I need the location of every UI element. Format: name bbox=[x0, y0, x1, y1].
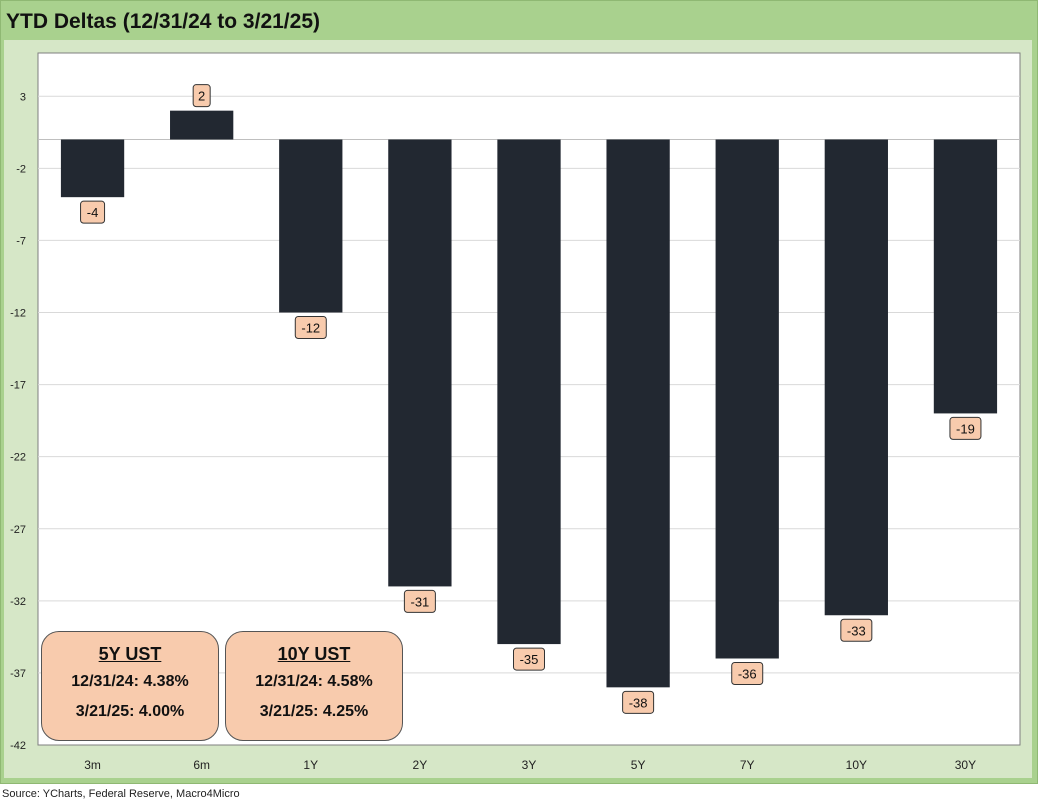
data-label: -31 bbox=[410, 594, 429, 609]
source-note: Source: YCharts, Federal Reserve, Macro4… bbox=[2, 788, 240, 800]
bar-5Y bbox=[606, 139, 670, 688]
bar-2Y bbox=[388, 139, 452, 587]
x-tick-label: 3m bbox=[84, 758, 101, 772]
bar-30Y bbox=[933, 139, 998, 414]
y-tick-label: -32 bbox=[10, 596, 26, 608]
data-label-box bbox=[403, 589, 436, 613]
y-tick-label: -2 bbox=[16, 163, 26, 175]
data-label-box bbox=[622, 690, 655, 714]
data-label-box bbox=[80, 200, 106, 224]
y-tick-label: -12 bbox=[10, 308, 26, 320]
bar-1Y bbox=[279, 139, 343, 313]
x-tick-label: 2Y bbox=[413, 758, 428, 772]
data-label-box bbox=[840, 618, 873, 642]
bar-3m bbox=[60, 139, 125, 198]
chart-svg: 3-2-7-12-17-22-27-32-37-42 3m 6m 1Y 2Y 3Y 5Y 7… bbox=[10, 52, 1021, 772]
data-label: -12 bbox=[301, 321, 320, 336]
data-label-box bbox=[192, 84, 211, 108]
info-box-5y-start: 12/31/24: 4.38% bbox=[71, 673, 189, 690]
data-label: -4 bbox=[87, 205, 99, 220]
bars bbox=[60, 110, 998, 688]
info-box-10y: 10Y UST 12/31/24: 4.58% 3/21/25: 4.25% bbox=[225, 631, 403, 741]
info-box-10y-end: 3/21/25: 4.25% bbox=[259, 703, 369, 720]
data-label: 2 bbox=[198, 89, 205, 104]
y-axis-ticks: 3 -2 -7 -12 -17 -22 -27 -32 -37 -42 bbox=[10, 91, 26, 752]
x-tick-label: 6m bbox=[193, 758, 210, 772]
data-label-box bbox=[513, 647, 545, 671]
y-tick-label: -17 bbox=[10, 380, 26, 392]
data-label-box bbox=[949, 416, 982, 440]
data-label: -38 bbox=[629, 695, 648, 710]
data-label-box bbox=[294, 316, 327, 339]
bar-3Y bbox=[497, 139, 561, 645]
bar-7Y bbox=[715, 139, 779, 659]
bar-6m bbox=[170, 110, 234, 140]
info-box-10y-title: 10Y UST bbox=[277, 644, 351, 664]
y-tick-label: -27 bbox=[10, 524, 26, 536]
x-tick-label: 1Y bbox=[303, 758, 318, 772]
x-tick-label: 5Y bbox=[631, 758, 646, 772]
info-box-10y-start: 12/31/24: 4.58% bbox=[255, 673, 373, 690]
info-box-5y: 5Y UST 12/31/24: 4.38% 3/21/25: 4.00% bbox=[41, 631, 219, 741]
data-labels: -4 2 -12 -31 -35 -38 -36 -33 -19 bbox=[80, 84, 982, 714]
y-tick-label: -7 bbox=[16, 235, 26, 247]
data-label: -35 bbox=[520, 652, 539, 667]
info-box-5y-end: 3/21/25: 4.00% bbox=[75, 703, 185, 720]
y-tick-label: 3 bbox=[20, 91, 26, 103]
info-box-5y-title: 5Y UST bbox=[98, 644, 162, 664]
x-tick-label: 3Y bbox=[522, 758, 537, 772]
data-label-box bbox=[731, 662, 764, 685]
chart-title: YTD Deltas (12/31/24 to 3/21/25) bbox=[6, 10, 320, 33]
y-tick-label: -42 bbox=[10, 740, 26, 752]
x-tick-label: 7Y bbox=[740, 758, 755, 772]
x-axis-ticks: 3m 6m 1Y 2Y 3Y 5Y 7Y 10Y 30Y bbox=[84, 758, 976, 772]
x-tick-label: 30Y bbox=[955, 758, 976, 772]
x-tick-label: 10Y bbox=[846, 758, 867, 772]
bar-10Y bbox=[824, 139, 888, 616]
data-label: -36 bbox=[738, 667, 757, 682]
data-label: -33 bbox=[847, 623, 866, 638]
y-tick-label: -22 bbox=[10, 452, 26, 464]
data-label: -19 bbox=[956, 421, 975, 436]
y-tick-label: -37 bbox=[10, 668, 26, 680]
